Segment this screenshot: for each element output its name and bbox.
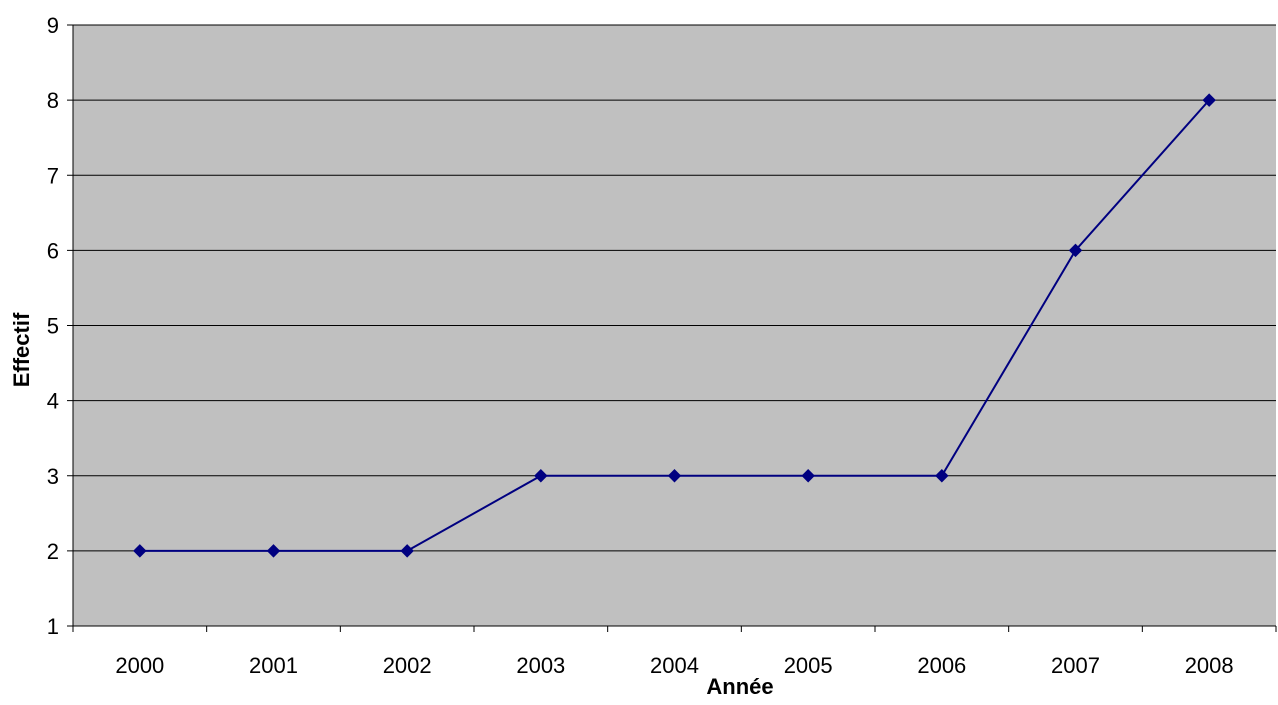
x-axis-tick-labels: 2000 2001 2002 2003 2004 2005 2006 2007 2008 bbox=[115, 653, 1233, 678]
x-tick-label: 2001 bbox=[249, 653, 298, 678]
y-tick-label: 2 bbox=[47, 539, 59, 564]
x-tick-label: 2005 bbox=[784, 653, 833, 678]
y-tick-label: 7 bbox=[47, 163, 59, 188]
x-tick-label: 2000 bbox=[115, 653, 164, 678]
y-axis-tick-labels: 1 2 3 4 5 6 7 8 9 bbox=[47, 13, 59, 639]
data-point bbox=[534, 469, 548, 483]
data-point bbox=[1202, 93, 1216, 107]
x-tick-label: 2003 bbox=[516, 653, 565, 678]
y-tick-label: 9 bbox=[47, 13, 59, 38]
x-tick-label: 2008 bbox=[1185, 653, 1234, 678]
x-tick-label: 2004 bbox=[650, 653, 699, 678]
x-tick-label: 2006 bbox=[917, 653, 966, 678]
data-point bbox=[133, 544, 147, 558]
axes bbox=[67, 24, 1277, 632]
y-tick-label: 6 bbox=[47, 238, 59, 263]
x-tick-label: 2002 bbox=[383, 653, 432, 678]
x-axis-title: Année bbox=[706, 674, 773, 699]
y-tick-label: 5 bbox=[47, 314, 59, 339]
data-point bbox=[400, 544, 414, 558]
y-tick-label: 1 bbox=[47, 614, 59, 639]
data-point bbox=[266, 544, 281, 558]
y-tick-label: 8 bbox=[47, 88, 59, 113]
data-point bbox=[935, 469, 949, 483]
y-axis-title: Effectif bbox=[9, 312, 34, 387]
y-tick-label: 3 bbox=[47, 464, 59, 489]
data-point bbox=[801, 469, 815, 483]
data-point bbox=[1068, 243, 1083, 258]
y-tick-label: 4 bbox=[47, 389, 59, 414]
series-layer bbox=[133, 93, 1216, 558]
x-tick-label: 2007 bbox=[1051, 653, 1100, 678]
data-point bbox=[667, 469, 682, 483]
